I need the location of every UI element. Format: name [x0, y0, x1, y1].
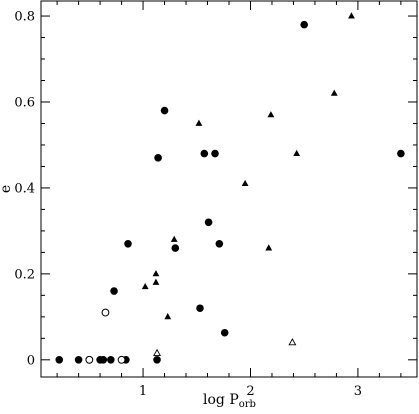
x-axis-label: log Porb — [203, 392, 256, 410]
x-tick-label: 3 — [354, 384, 362, 399]
filled-circle-point — [220, 328, 229, 337]
filled-triangle-point — [330, 89, 338, 96]
x-tick-label: 1 — [139, 384, 147, 399]
filled-triangle-point — [241, 179, 249, 187]
filled-circle-point — [74, 356, 83, 364]
x-axis-label-subscript: orb — [239, 399, 256, 410]
open-circle-point — [117, 355, 126, 364]
x-axis-label-main: log P — [203, 392, 239, 408]
filled-triangle-point — [293, 149, 301, 156]
filled-circle-point — [124, 239, 132, 248]
y-tick-label: 0.4 — [14, 181, 35, 196]
filled-circle-point — [154, 154, 162, 162]
filled-triangle-point — [152, 270, 160, 277]
filled-triangle-point — [141, 282, 149, 290]
filled-triangle-point — [152, 278, 160, 285]
filled-circle-point — [110, 287, 118, 295]
filled-circle-point — [196, 304, 204, 313]
axis-tick-labels: 1 2 3 0 0.2 0.4 0.6 0.8 — [14, 10, 362, 399]
filled-triangle-point — [267, 111, 275, 118]
filled-circle-point — [211, 149, 219, 158]
filled-circle-point — [300, 20, 309, 29]
y-tick-label: 0.8 — [14, 10, 35, 25]
filled-circle-point — [215, 239, 224, 248]
filled-circle-point — [397, 149, 405, 158]
filled-circle-point — [153, 356, 161, 364]
x-tick-label: 2 — [246, 384, 254, 399]
open-circle-point — [101, 308, 110, 317]
filled-triangle-point — [195, 119, 203, 126]
filled-triangle-point — [265, 244, 273, 251]
filled-triangle-point — [164, 313, 172, 320]
filled-circle-point — [99, 356, 108, 364]
y-tick-label: 0.2 — [14, 267, 35, 282]
y-tick-label: 0.6 — [14, 95, 35, 110]
open-circle-point — [85, 355, 94, 364]
filled-circle-point — [204, 218, 213, 227]
open-triangle-point — [288, 338, 297, 346]
filled-circle-point — [171, 244, 180, 252]
filled-circle-point — [55, 356, 64, 364]
filled-triangle-point — [348, 12, 355, 19]
filled-circle-point — [200, 149, 209, 158]
filled-triangle-point — [170, 235, 178, 242]
plot-frame — [40, 0, 418, 378]
data-points — [55, 12, 405, 364]
axis-ticks — [41, 1, 417, 377]
open-triangle-point — [153, 348, 161, 357]
y-axis-label: e — [0, 185, 14, 193]
filled-circle-point — [107, 356, 115, 364]
filled-circle-point — [160, 106, 169, 115]
y-tick-label: 0 — [27, 353, 35, 368]
